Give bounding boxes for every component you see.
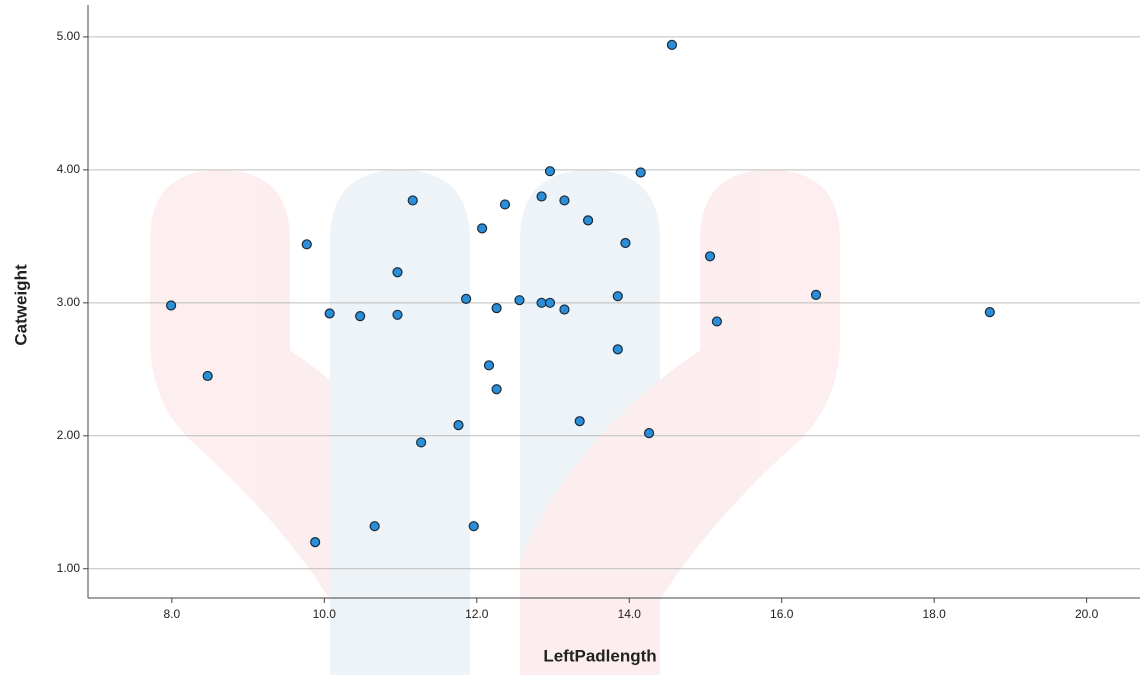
- point: [545, 167, 554, 176]
- point: [515, 296, 524, 305]
- x-tick-label: 18.0: [922, 607, 946, 621]
- point: [667, 40, 676, 49]
- x-axis-title: LeftPadlength: [543, 646, 656, 665]
- y-tick-label: 4.00: [57, 162, 81, 176]
- point: [462, 294, 471, 303]
- point: [613, 345, 622, 354]
- point: [417, 438, 426, 447]
- point: [325, 309, 334, 318]
- point: [492, 304, 501, 313]
- point: [584, 216, 593, 225]
- x-tick-label: 20.0: [1075, 607, 1099, 621]
- point: [545, 298, 554, 307]
- point: [621, 238, 630, 247]
- chart: LeftPadlength Catweight 1.00 2.00 3.00 4.00…: [0, 0, 1145, 675]
- point: [408, 196, 417, 205]
- x-tick-label: 16.0: [770, 607, 794, 621]
- point: [985, 308, 994, 317]
- point: [393, 310, 402, 319]
- point: [560, 196, 569, 205]
- point: [311, 538, 320, 547]
- x-tick-label: 10.0: [313, 607, 337, 621]
- point: [370, 522, 379, 531]
- y-tick-label: 5.00: [57, 29, 81, 43]
- point: [484, 361, 493, 370]
- point: [167, 301, 176, 310]
- point: [636, 168, 645, 177]
- point: [706, 252, 715, 261]
- point: [575, 417, 584, 426]
- point: [645, 429, 654, 438]
- point: [203, 371, 212, 380]
- x-tick-label: 12.0: [465, 607, 489, 621]
- y-tick-label: 1.00: [57, 561, 81, 575]
- point: [478, 224, 487, 233]
- point: [712, 317, 721, 326]
- y-tick-label: 2.00: [57, 428, 81, 442]
- point: [356, 312, 365, 321]
- point: [812, 290, 821, 299]
- point: [492, 385, 501, 394]
- point: [393, 268, 402, 277]
- point: [500, 200, 509, 209]
- x-tick-label: 14.0: [618, 607, 642, 621]
- point: [537, 192, 546, 201]
- x-tick-label: 8.0: [164, 607, 181, 621]
- page: {"chart_data": {"type": "scatter", "x_la…: [0, 0, 1145, 675]
- point: [560, 305, 569, 314]
- point: [537, 298, 546, 307]
- point: [469, 522, 478, 531]
- y-axis-title: Catweight: [11, 264, 30, 346]
- watermark: [150, 170, 840, 675]
- point: [613, 292, 622, 301]
- y-tick-label: 3.00: [57, 295, 81, 309]
- point: [454, 421, 463, 430]
- point: [302, 240, 311, 249]
